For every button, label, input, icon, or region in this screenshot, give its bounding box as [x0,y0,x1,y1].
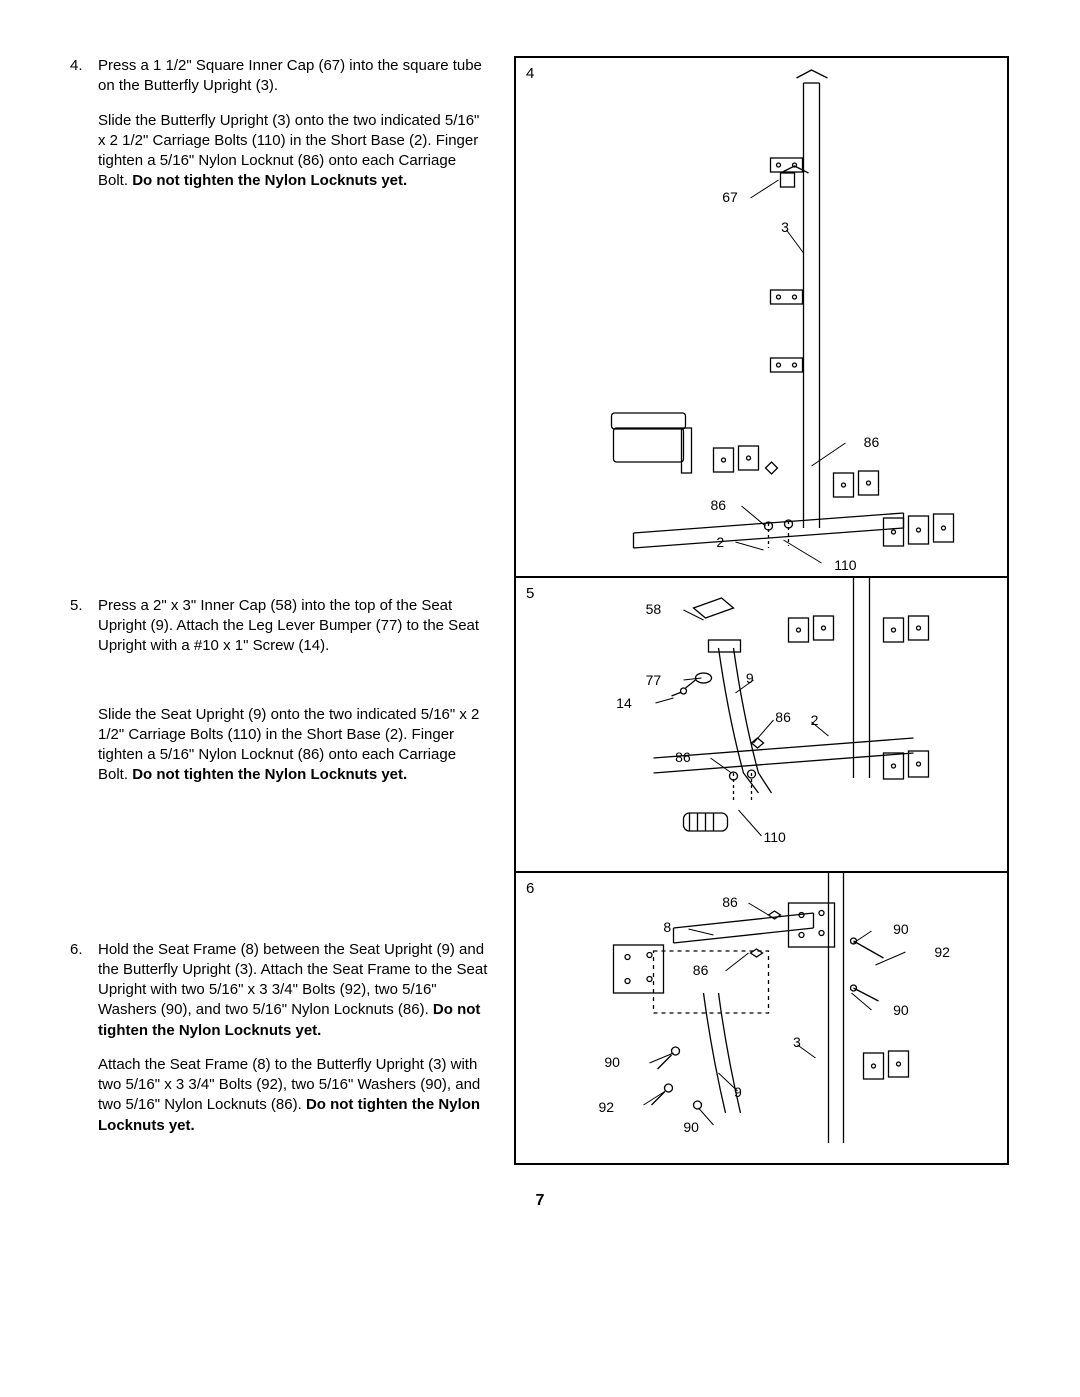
figure-number: 6 [526,879,534,899]
step-paragraph: Press a 2" x 3" Inner Cap (58) into the … [98,596,490,657]
two-column-layout: 4.Press a 1 1/2" Square Inner Cap (67) i… [70,56,1010,1170]
part-callout: 86 [722,893,738,912]
part-callout: 92 [599,1098,615,1117]
assembly-step: 6.Hold the Seat Frame (8) between the Se… [70,940,490,1150]
part-callout: 8 [663,918,671,937]
part-callout: 77 [646,671,662,690]
step-number: 4. [70,56,98,206]
part-callout: 3 [781,218,789,237]
figure-number: 5 [526,584,534,604]
step-paragraph: Hold the Seat Frame (8) between the Seat… [98,940,490,1041]
part-callout: 2 [811,711,819,730]
figure-drawing [516,58,1011,578]
part-callout: 58 [646,600,662,619]
part-callout: 90 [683,1118,699,1137]
step-number: 6. [70,940,98,1150]
body-text: Press a 1 1/2" Square Inner Cap (67) int… [98,57,482,94]
assembly-figure: 4 67 3 86 86 2 110 [516,58,1007,578]
figures-column: 4 673868621105 [514,56,1009,1170]
page-number: 7 [70,1190,1010,1212]
part-callout: 14 [616,694,632,713]
instructions-column: 4.Press a 1 1/2" Square Inner Cap (67) i… [70,56,490,1170]
part-callout: 92 [934,943,950,962]
part-callout: 9 [734,1083,742,1102]
step-number: 5. [70,596,98,800]
assembly-figure: 5 58 77 14 9 86 2 86 110 [516,578,1007,873]
figure-drawing [516,873,1011,1163]
assembly-figure: 6 86 8 90 92 86 90 3 90 92 9 90 [516,873,1007,1163]
step-paragraph [98,670,490,690]
part-callout: 9 [746,669,754,688]
part-callout: 90 [893,1001,909,1020]
step-paragraph: Slide the Seat Upright (9) onto the two … [98,705,490,786]
part-callout: 90 [893,920,909,939]
part-callout: 86 [864,433,880,452]
step-paragraph: Press a 1 1/2" Square Inner Cap (67) int… [98,56,490,97]
part-callout: 110 [834,556,856,575]
step-paragraph: Attach the Seat Frame (8) to the Butterf… [98,1055,490,1136]
body-text: Press a 2" x 3" Inner Cap (58) into the … [98,597,479,655]
step-body: Hold the Seat Frame (8) between the Seat… [98,940,490,1150]
emphasized-text: Do not tighten the Nylon Locknuts yet. [132,766,407,783]
step-body: Press a 2" x 3" Inner Cap (58) into the … [98,596,490,800]
body-text: Hold the Seat Frame (8) between the Seat… [98,941,487,1019]
assembly-step: 4.Press a 1 1/2" Square Inner Cap (67) i… [70,56,490,206]
emphasized-text: Do not tighten the Nylon Locknuts yet. [132,172,407,189]
part-callout: 3 [793,1033,801,1052]
figure-number: 4 [526,64,534,84]
step-body: Press a 1 1/2" Square Inner Cap (67) int… [98,56,490,206]
part-callout: 2 [716,533,724,552]
part-callout: 86 [693,961,709,980]
part-callout: 86 [710,496,726,515]
part-callout: 86 [775,708,791,727]
part-callout: 86 [675,748,691,767]
vertical-spacer [70,226,490,596]
assembly-step: 5.Press a 2" x 3" Inner Cap (58) into th… [70,596,490,800]
part-callout: 90 [604,1053,620,1072]
assembly-manual-page: 4.Press a 1 1/2" Square Inner Cap (67) i… [0,0,1080,1251]
part-callout: 67 [722,188,738,207]
figure-stack: 4 673868621105 [514,56,1009,1165]
vertical-spacer [70,820,490,940]
step-paragraph: Slide the Butterfly Upright (3) onto the… [98,111,490,192]
part-callout: 110 [764,828,786,847]
